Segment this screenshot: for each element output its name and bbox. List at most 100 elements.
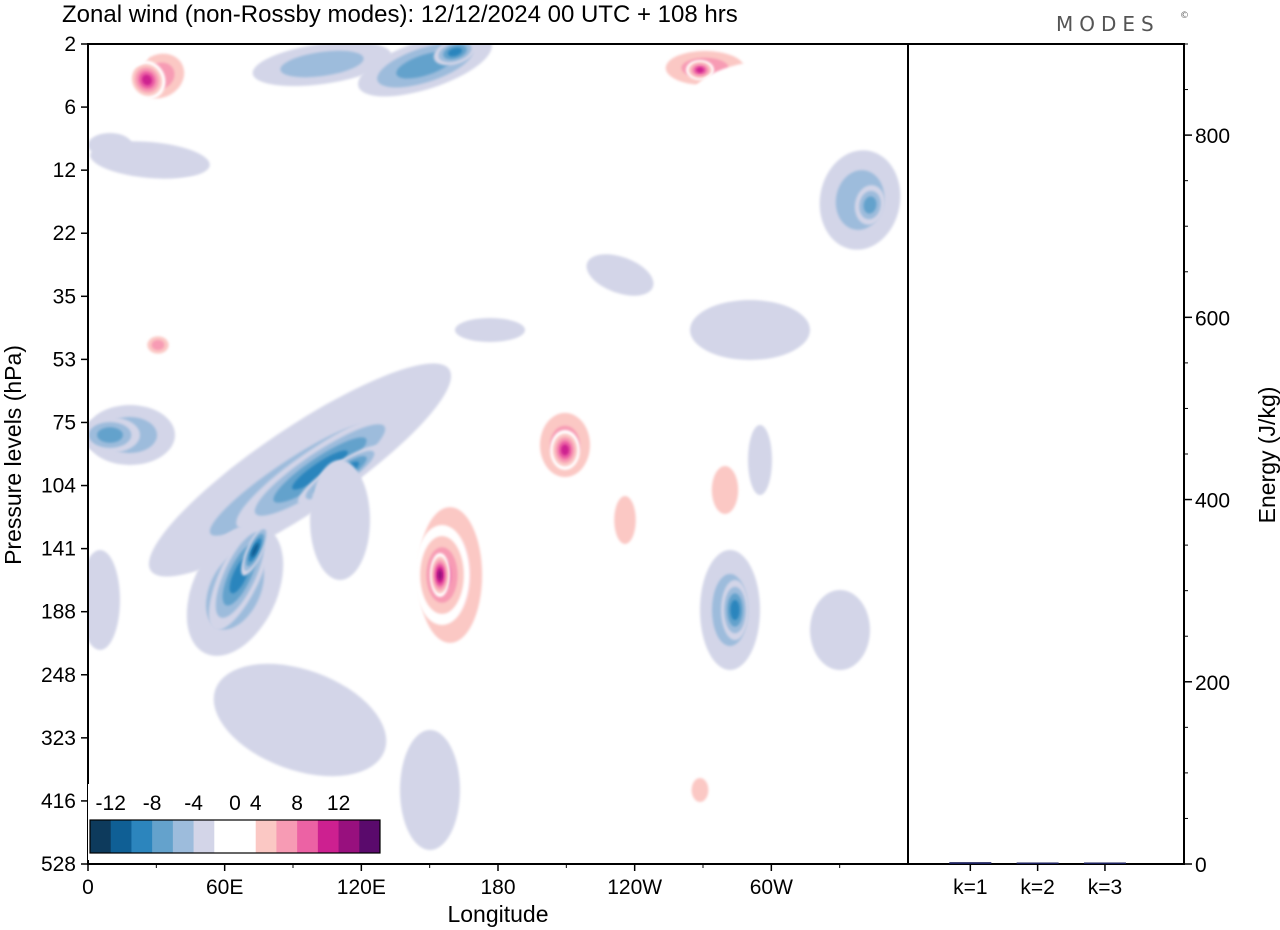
colorbar-swatch [193, 820, 215, 853]
y-tick-label: 12 [53, 159, 76, 182]
x-axis-label: Longitude [447, 901, 548, 927]
colorbar-swatch [359, 820, 381, 853]
contour-patch [447, 47, 463, 57]
colorbar-label: 0 [229, 792, 241, 815]
contour-patch [251, 543, 259, 557]
contour-patch [748, 425, 772, 495]
x-tick-label: 0 [82, 876, 94, 899]
energy-bar [1016, 862, 1059, 864]
colorbar-outline [89, 819, 381, 854]
contour-patch [690, 300, 810, 360]
y-tick-label: 248 [41, 664, 76, 687]
colorbar-swatch [110, 820, 132, 853]
contour-patch [400, 730, 460, 850]
colorbar-label: 12 [327, 792, 350, 815]
colorbar-swatch [317, 820, 340, 853]
y-tick-label: 2 [64, 33, 76, 56]
contour-patch [437, 569, 443, 581]
bar-category-label: k=3 [1088, 876, 1122, 899]
energy-axis-label: Energy (J/kg) [1254, 387, 1280, 524]
colorbar-label: -8 [143, 792, 162, 815]
contour-patch [740, 680, 820, 720]
colorbar-label: -4 [184, 792, 203, 815]
y-tick-label: 6 [64, 96, 76, 119]
contour-patch [292, 450, 348, 490]
contour-patch [696, 67, 704, 73]
contour-patch [730, 600, 740, 620]
energy-tick-label: 200 [1195, 672, 1230, 695]
energy-tick-label: 600 [1195, 307, 1230, 330]
energy-bars: k=1 k=2 k=3 [949, 862, 1126, 899]
contour-patch [487, 57, 593, 127]
contour-patch [810, 590, 870, 670]
x-tick-label: 120E [337, 876, 386, 899]
contour-patch [586, 254, 654, 296]
x-tick-label: 180 [480, 876, 515, 899]
energy-axis: 0 200 400 600 800 [1184, 43, 1230, 877]
x-tick-label: 60E [206, 876, 243, 899]
contour-patch [97, 427, 123, 443]
contour-patch [691, 778, 709, 802]
colorbar-swatch [338, 820, 360, 853]
logo-mark-icon: © [1180, 11, 1189, 21]
contour-patch [123, 255, 237, 345]
x-tick-label: 60W [750, 876, 793, 899]
colorbar-swatch [297, 820, 319, 853]
contour-patch [151, 339, 165, 351]
colorbar-label: 4 [250, 792, 262, 815]
heatmap-field [88, 44, 908, 864]
contour-patch [863, 196, 877, 214]
colorbar-swatch [90, 820, 112, 853]
pressure-axis: 2 6 12 22 35 53 75 104 141 188 248 323 416 528 [41, 33, 88, 876]
y-tick-label: 75 [53, 411, 76, 434]
longitude-axis: 0 60E 120E 180 120W 60W [82, 864, 841, 899]
energy-tick-label: 400 [1195, 490, 1230, 513]
y-tick-label: 35 [53, 285, 76, 308]
contour-patch [614, 496, 636, 544]
y-tick-label: 141 [41, 538, 76, 561]
contour-patch [280, 50, 364, 78]
contour-patch [500, 700, 620, 780]
y-tick-label: 528 [41, 853, 76, 876]
energy-tick-label: 0 [1195, 854, 1207, 877]
bar-category-label: k=1 [953, 876, 987, 899]
contour-patch [96, 44, 148, 68]
energy-bar [1083, 862, 1126, 864]
contour-patch [565, 460, 655, 700]
colorbar-swatch [276, 820, 298, 853]
colorbar-swatch [172, 820, 195, 853]
energy-tick-label: 800 [1195, 125, 1230, 148]
colorbar-label: -12 [96, 792, 126, 815]
contour-patch [455, 318, 525, 342]
colorbar-swatch [235, 820, 257, 853]
contour-patch [88, 550, 120, 650]
colorbar-swatch [214, 820, 236, 853]
contour-patch [850, 44, 908, 98]
energy-bar [949, 862, 992, 864]
contour-patch [213, 663, 387, 777]
contour-patch [310, 460, 370, 580]
contour-patch [810, 415, 890, 525]
colorbar-swatch [152, 820, 174, 853]
bar-category-label: k=2 [1020, 876, 1054, 899]
colorbar-swatch [131, 820, 153, 853]
bar-panel-frame [907, 43, 1185, 865]
contour-patch [690, 60, 870, 140]
x-tick-label: 120W [607, 876, 662, 899]
chart-title: Zonal wind (non-Rossby modes): 12/12/202… [62, 1, 738, 28]
y-tick-label: 416 [41, 790, 76, 813]
colorbar-swatch [255, 820, 277, 853]
y-tick-label: 53 [53, 348, 76, 371]
contour-patch [150, 178, 250, 222]
contour-patch [141, 74, 153, 86]
contour-patch [88, 133, 132, 157]
y-axis-label: Pressure levels (hPa) [0, 345, 26, 565]
contour-patch [520, 830, 600, 864]
modes-logo: MODES [1056, 12, 1160, 36]
colorbar: -12 -8 -4 0 4 8 12 [88, 784, 386, 860]
contour-patch [825, 360, 895, 400]
contour-patch [560, 444, 570, 456]
y-tick-label: 323 [41, 727, 76, 750]
y-tick-label: 188 [41, 601, 76, 624]
contour-patch [711, 466, 739, 514]
